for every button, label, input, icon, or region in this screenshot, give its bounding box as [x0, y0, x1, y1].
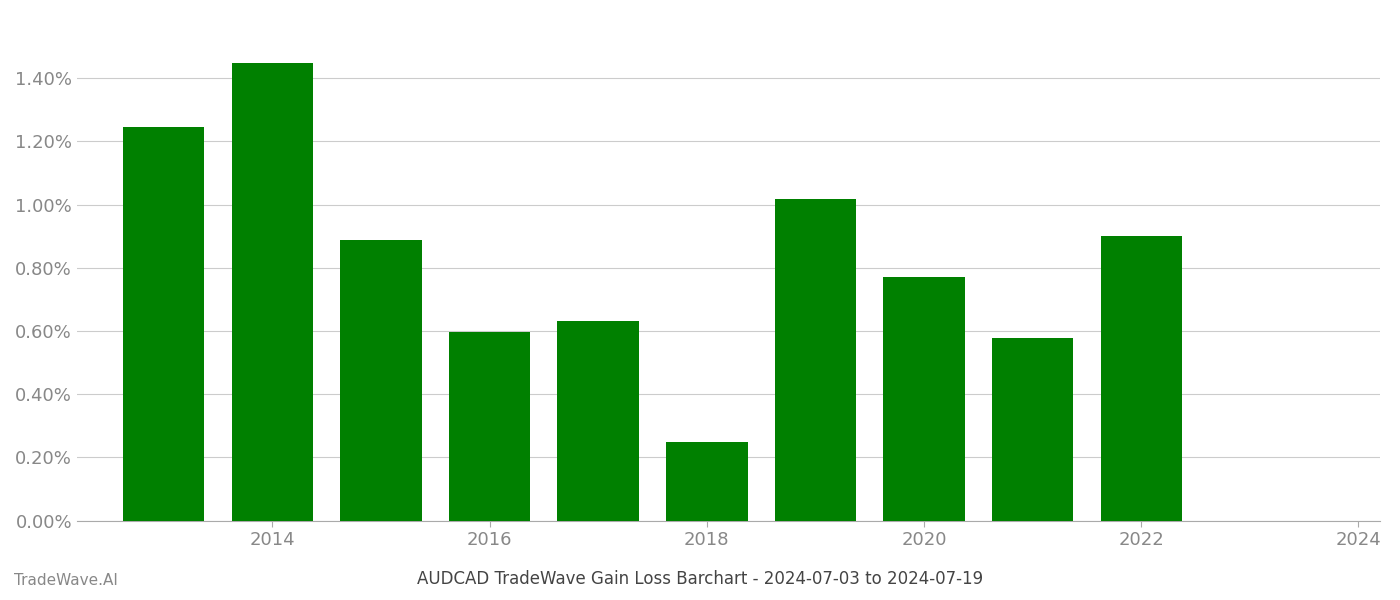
Text: AUDCAD TradeWave Gain Loss Barchart - 2024-07-03 to 2024-07-19: AUDCAD TradeWave Gain Loss Barchart - 20…	[417, 570, 983, 588]
Bar	[774, 199, 857, 521]
Bar	[449, 332, 531, 521]
Bar	[666, 442, 748, 521]
Bar	[557, 321, 638, 521]
Bar	[123, 127, 204, 521]
Bar	[883, 277, 965, 521]
Bar	[340, 240, 421, 521]
Bar	[231, 63, 314, 521]
Bar	[993, 338, 1074, 521]
Bar	[1100, 236, 1182, 521]
Text: TradeWave.AI: TradeWave.AI	[14, 573, 118, 588]
